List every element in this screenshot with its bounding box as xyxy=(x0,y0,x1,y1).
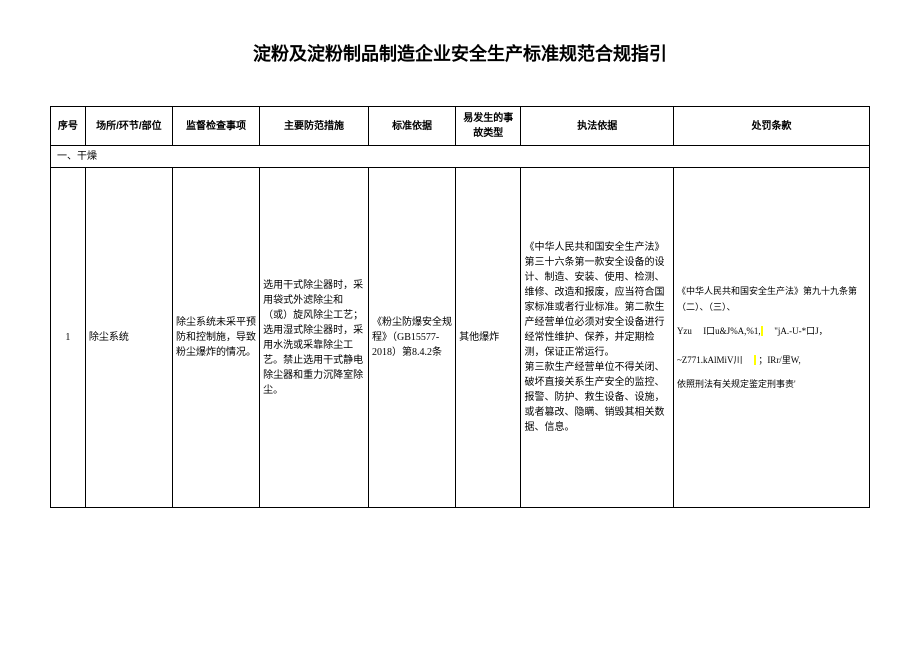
cell-seq: 1 xyxy=(51,168,86,508)
header-accident: 易发生的事故类型 xyxy=(456,107,521,146)
header-standard: 标准依据 xyxy=(369,107,456,146)
cell-inspect: 除尘系统未采平预防和控制施，导致粉尘爆炸的情况。 xyxy=(172,168,259,508)
section-row: 一、干燥 xyxy=(51,146,870,168)
table-row: 1 除尘系统 除尘系统未采平预防和控制施，导致粉尘爆炸的情况。 选用干式除尘器时… xyxy=(51,168,870,508)
cell-place: 除尘系统 xyxy=(85,168,172,508)
penalty-garbled-1: Yzu I口u&J%A,%1, "jA.-U-*口J， xyxy=(677,323,866,339)
frag2a: ~Z771.kAlMiV川 xyxy=(677,355,743,365)
header-row: 序号 场所/环节/部位 监督检查事项 主要防范措施 标准依据 易发生的事故类型 … xyxy=(51,107,870,146)
cell-penalty: 《中华人民共和国安全生产法》第九十九条第（二）、（三）、 Yzu I口u&J%A… xyxy=(673,168,869,508)
frag1a: Yzu xyxy=(677,326,692,336)
frag1b: I口u&J%A,%1, xyxy=(703,326,761,336)
cell-enforce: 《中华人民共和国安全生产法》第三十六条第一款安全设备的设计、制造、安装、使用、检… xyxy=(521,168,673,508)
header-enforce: 执法依据 xyxy=(521,107,673,146)
document-title: 淀粉及淀粉制品制造企业安全生产标准规范合规指引 xyxy=(50,40,870,66)
cell-accident: 其他爆炸 xyxy=(456,168,521,508)
section-label: 一、干燥 xyxy=(51,146,870,168)
penalty-line3: 依照刑法有关规定鉴定刑事责' xyxy=(677,376,866,392)
cell-standard: 《粉尘防爆安全规程》（GB15577-2018）第8.4.2条 xyxy=(369,168,456,508)
penalty-line1: 《中华人民共和国安全生产法》第九十九条第（二）、（三）、 xyxy=(677,283,866,315)
header-seq: 序号 xyxy=(51,107,86,146)
header-inspect: 监督检查事项 xyxy=(172,107,259,146)
header-penalty: 处罚条款 xyxy=(673,107,869,146)
header-place: 场所/环节/部位 xyxy=(85,107,172,146)
penalty-garbled-2: ~Z771.kAlMiV川 ；IRr/里W, xyxy=(677,352,866,368)
frag2c: ；IRr/里W, xyxy=(758,355,800,365)
highlight-2 xyxy=(754,355,756,365)
compliance-table: 序号 场所/环节/部位 监督检查事项 主要防范措施 标准依据 易发生的事故类型 … xyxy=(50,106,870,508)
frag1c: "jA.-U-*口J， xyxy=(774,326,827,336)
highlight-1 xyxy=(761,326,763,336)
header-measure: 主要防范措施 xyxy=(260,107,369,146)
cell-measure: 选用干式除尘器时，采用袋式外滤除尘和（或）旋风除尘工艺；选用湿式除尘器时，采用水… xyxy=(260,168,369,508)
